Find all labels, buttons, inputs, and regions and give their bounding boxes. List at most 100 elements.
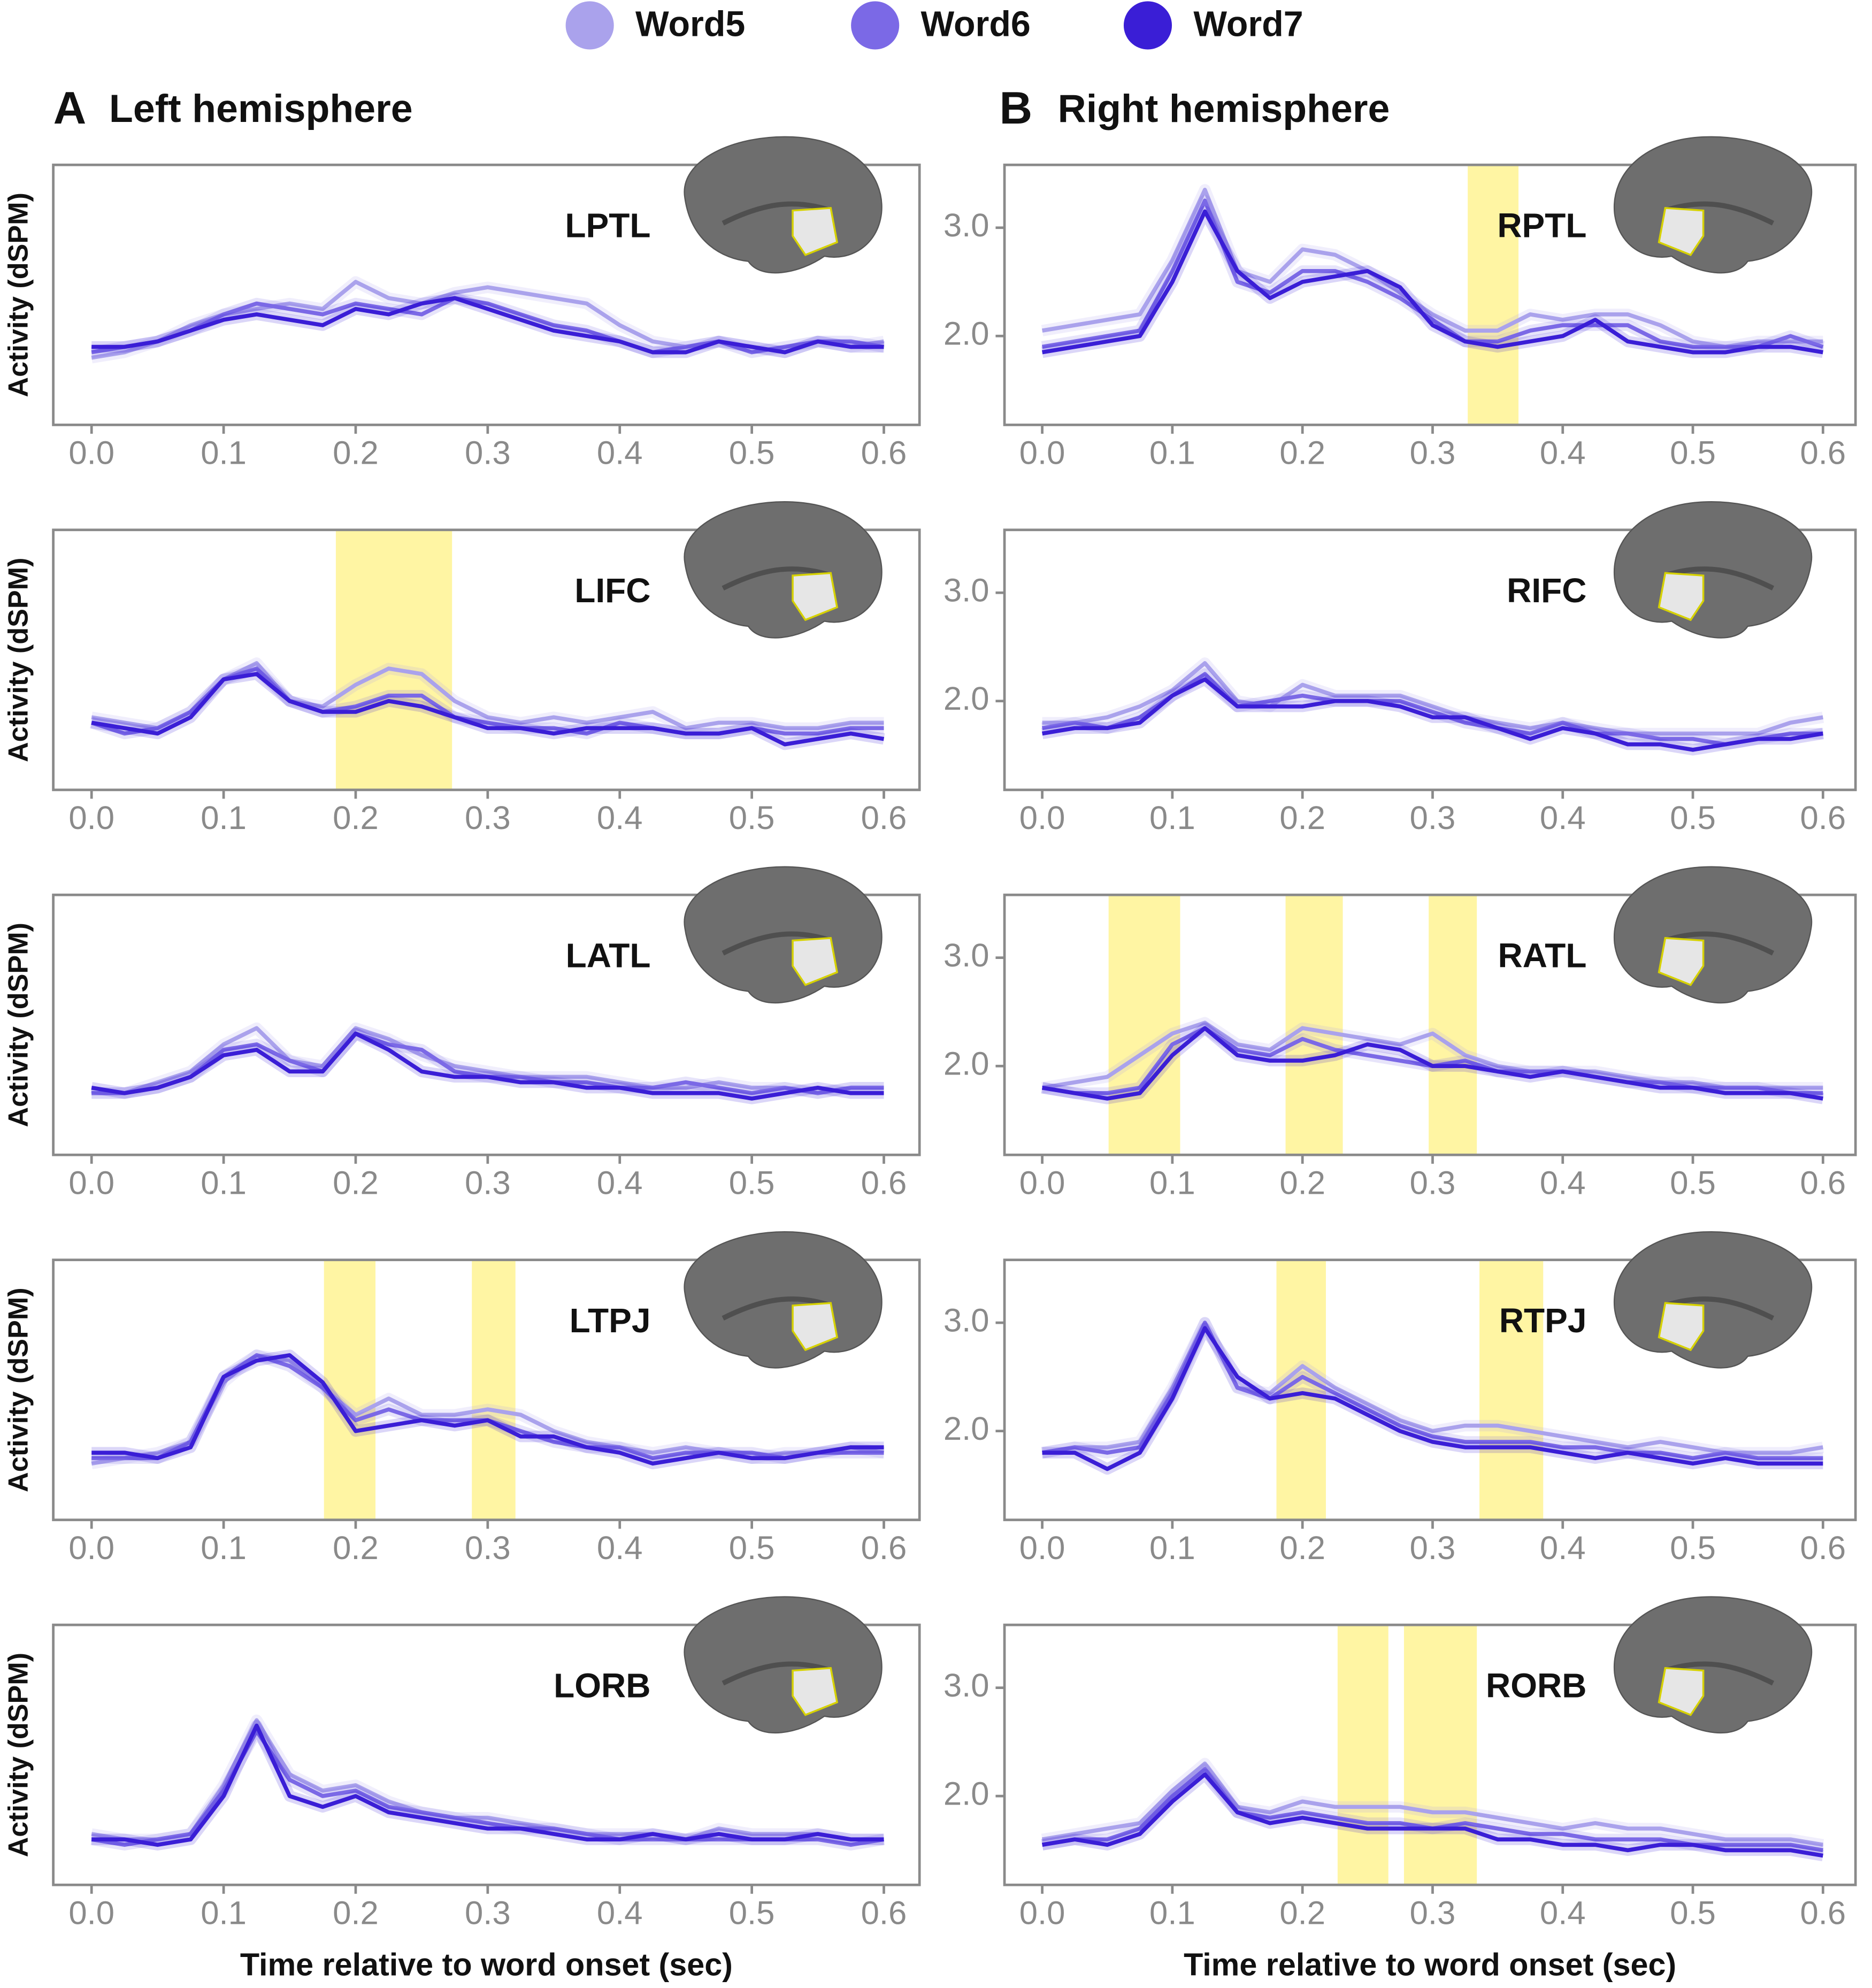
x-tick-label: 0.6: [861, 1164, 907, 1201]
brain-region: [1658, 1302, 1705, 1352]
x-tick-label: 0.5: [729, 1530, 775, 1567]
x-tick-label: 0.4: [1540, 435, 1586, 472]
x-tick-label: 0.0: [1019, 1530, 1065, 1567]
region-label: LPTL: [565, 206, 650, 245]
legend-label: Word6: [921, 4, 1031, 44]
x-tick-label: 0.2: [333, 1894, 379, 1931]
x-tick-label: 0.4: [1540, 800, 1586, 836]
x-tick-label: 0.3: [465, 1894, 511, 1931]
plot-frame: [52, 1258, 921, 1522]
x-tick-label: 0.2: [1279, 1894, 1325, 1931]
brain-region: [1658, 207, 1705, 256]
region-label: LORB: [554, 1667, 650, 1705]
series-line: [1041, 198, 1824, 349]
x-tick-label: 0.5: [729, 800, 775, 836]
x-tick-label: 0.5: [729, 435, 775, 472]
x-tick-label: 0.6: [861, 1530, 907, 1567]
brain-fold: [722, 201, 832, 226]
series-line: [91, 1353, 884, 1466]
x-tick-label: 0.1: [1149, 800, 1195, 836]
series-line: [1041, 1026, 1823, 1101]
legend-label: Word7: [1193, 4, 1303, 44]
plot-frame: [1003, 1623, 1857, 1886]
brain-region: [792, 937, 839, 986]
x-tick-label: 0.2: [1279, 1530, 1325, 1567]
x-tick-label: 0.5: [1670, 1164, 1716, 1201]
brain-fold: [1664, 1296, 1775, 1321]
y-tick-label: 2.0: [943, 1410, 989, 1447]
y-tick-label: 2.0: [943, 316, 989, 352]
brain-fold: [722, 566, 832, 591]
series-line: [1041, 209, 1823, 355]
brain-icon: [1593, 1589, 1839, 1734]
brain-fold: [722, 931, 832, 956]
panel-title: Right hemisphere: [1058, 86, 1390, 131]
y-axis-title: Activity (dSPM): [3, 193, 34, 397]
x-tick-label: 0.4: [597, 1894, 643, 1931]
plot-frame: [1003, 528, 1857, 792]
legend-swatch: [1123, 1, 1172, 50]
x-tick-label: 0.4: [597, 1164, 643, 1201]
series-line: [91, 672, 885, 747]
x-tick-label: 0.6: [861, 800, 907, 836]
brain-region: [792, 572, 839, 621]
x-tick-label: 0.3: [1410, 435, 1456, 472]
x-tick-label: 0.1: [201, 1164, 247, 1201]
x-tick-label: 0.5: [1670, 1530, 1716, 1567]
x-tick-label: 0.4: [597, 435, 643, 472]
x-tick-label: 0.3: [465, 1164, 511, 1201]
x-tick-label: 0.2: [333, 800, 379, 836]
series-line: [1042, 1326, 1823, 1471]
brain-icon: [1593, 494, 1839, 639]
x-tick-label: 0.0: [68, 1164, 114, 1201]
x-tick-label: 0.6: [861, 1894, 907, 1931]
x-tick-label: 0.4: [1540, 1894, 1586, 1931]
brain-region: [792, 1302, 839, 1352]
series-line: [91, 1718, 884, 1841]
brain-icon: [657, 129, 903, 274]
x-tick-label: 0.6: [1800, 800, 1846, 836]
x-tick-label: 0.0: [68, 435, 114, 472]
x-tick-label: 0.0: [68, 1894, 114, 1931]
series-line: [91, 296, 884, 355]
series-line: [1041, 1020, 1823, 1090]
x-tick-label: 0.2: [1279, 800, 1325, 836]
x-tick-label: 0.6: [1800, 1164, 1846, 1201]
series-line: [1041, 1772, 1823, 1858]
x-tick-label: 0.4: [1540, 1530, 1586, 1567]
x-tick-label: 0.5: [1670, 800, 1716, 836]
series-line: [1041, 677, 1823, 752]
x-tick-label: 0.1: [201, 1894, 247, 1931]
region-label: RIFC: [1507, 571, 1586, 610]
brain-icon: [657, 494, 903, 639]
legend-swatch: [851, 1, 900, 50]
legend-swatch: [565, 1, 614, 50]
x-tick-label: 0.1: [201, 800, 247, 836]
significance-band: [472, 1260, 516, 1520]
x-tick-label: 0.1: [1149, 435, 1195, 472]
x-tick-label: 0.0: [1019, 1164, 1065, 1201]
x-tick-label: 0.6: [1800, 435, 1846, 472]
x-axis-title: Time relative to word onset (sec): [1184, 1947, 1676, 1983]
x-tick-label: 0.0: [1019, 800, 1065, 836]
plot-frame: [1003, 163, 1857, 426]
y-axis-title: Activity (dSPM): [3, 1287, 34, 1492]
brain-fold: [1664, 566, 1775, 591]
brain-icon: [1593, 1224, 1839, 1369]
x-tick-label: 0.6: [1800, 1530, 1846, 1567]
x-tick-label: 0.1: [1149, 1530, 1195, 1567]
brain-region: [1658, 1667, 1705, 1716]
brain-region: [792, 207, 839, 256]
brain-fold: [722, 1661, 832, 1686]
y-tick-label: 3.0: [943, 572, 989, 609]
y-tick-label: 3.0: [943, 207, 989, 244]
x-tick-label: 0.3: [465, 800, 511, 836]
series-line: [91, 1026, 884, 1095]
significance-band: [1468, 165, 1519, 425]
brain-region: [1658, 572, 1705, 621]
region-label: LTPJ: [570, 1301, 651, 1340]
x-tick-label: 0.5: [1670, 1894, 1716, 1931]
plot-frame: [1003, 893, 1857, 1156]
